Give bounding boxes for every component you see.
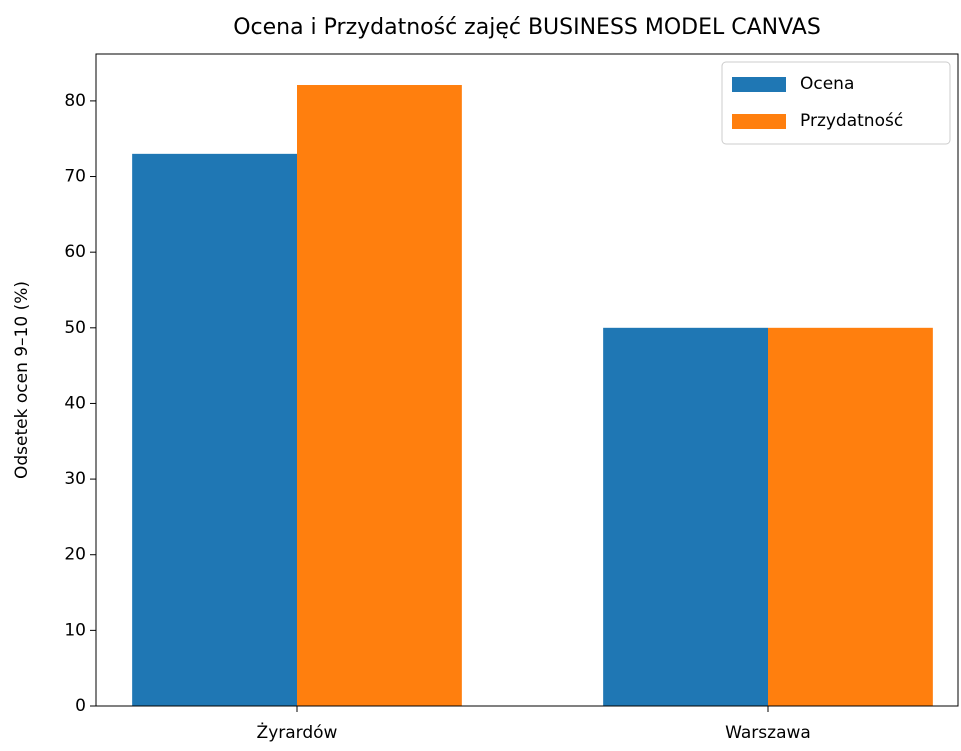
bar: [603, 327, 768, 706]
x-tick-label: Żyrardów: [257, 722, 338, 743]
y-tick-label: 20: [64, 545, 86, 565]
x-tick-label: Warszawa: [725, 723, 811, 743]
legend-swatch: [732, 114, 786, 129]
y-tick-label: 70: [64, 167, 86, 187]
legend-label: Przydatność: [800, 111, 903, 131]
legend-swatch: [732, 77, 786, 92]
bar: [297, 85, 462, 707]
y-axis-label: Odsetek ocen 9–10 (%): [12, 281, 32, 479]
chart-title: Ocena i Przydatność zajęć BUSINESS MODEL…: [233, 15, 821, 40]
legend-label: Ocena: [800, 74, 854, 94]
y-tick-label: 30: [64, 469, 86, 489]
y-tick-label: 50: [64, 318, 86, 338]
y-tick-label: 10: [64, 620, 86, 640]
y-tick-label: 80: [64, 91, 86, 111]
plot-frame: [95, 53, 959, 707]
y-tick-label: 40: [64, 393, 86, 413]
bar: [132, 153, 297, 706]
y-tick-label: 60: [64, 242, 86, 262]
bar: [768, 327, 933, 706]
y-tick-label: 0: [75, 696, 86, 716]
